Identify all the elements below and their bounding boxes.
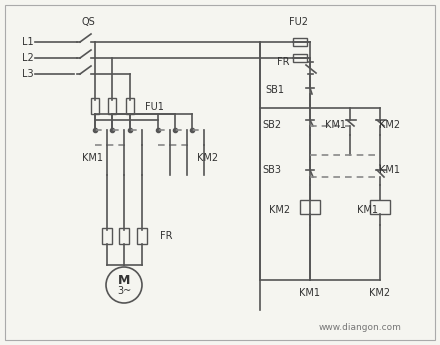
Text: KM1: KM1: [379, 165, 400, 175]
Text: KM2: KM2: [379, 120, 400, 130]
Text: KM2: KM2: [370, 288, 391, 298]
Bar: [293, 54, 307, 62]
Bar: [293, 38, 307, 46]
Bar: [370, 200, 390, 214]
Text: 3~: 3~: [117, 286, 131, 296]
Bar: [102, 228, 112, 244]
Text: KM2: KM2: [197, 153, 218, 163]
Text: QS: QS: [81, 17, 95, 27]
Text: L1: L1: [22, 37, 33, 47]
Text: KM1: KM1: [324, 120, 345, 130]
Text: FU1: FU1: [145, 102, 164, 112]
Text: FR: FR: [160, 231, 172, 241]
Text: L2: L2: [22, 53, 34, 63]
Text: KM1: KM1: [357, 205, 378, 215]
Bar: [300, 200, 320, 214]
Bar: [137, 228, 147, 244]
Text: FU2: FU2: [290, 17, 308, 27]
Text: KM2: KM2: [269, 205, 290, 215]
Text: SB1: SB1: [265, 85, 285, 95]
Bar: [126, 98, 134, 114]
Bar: [119, 228, 129, 244]
Text: L3: L3: [22, 69, 33, 79]
Text: SB2: SB2: [262, 120, 282, 130]
Text: SB3: SB3: [263, 165, 282, 175]
Text: KM1: KM1: [300, 288, 320, 298]
Bar: [108, 98, 116, 114]
Text: FR: FR: [277, 57, 289, 67]
Text: KM1: KM1: [82, 153, 103, 163]
Text: www.diangon.com: www.diangon.com: [319, 324, 401, 333]
Bar: [91, 98, 99, 114]
Text: M: M: [118, 275, 130, 287]
